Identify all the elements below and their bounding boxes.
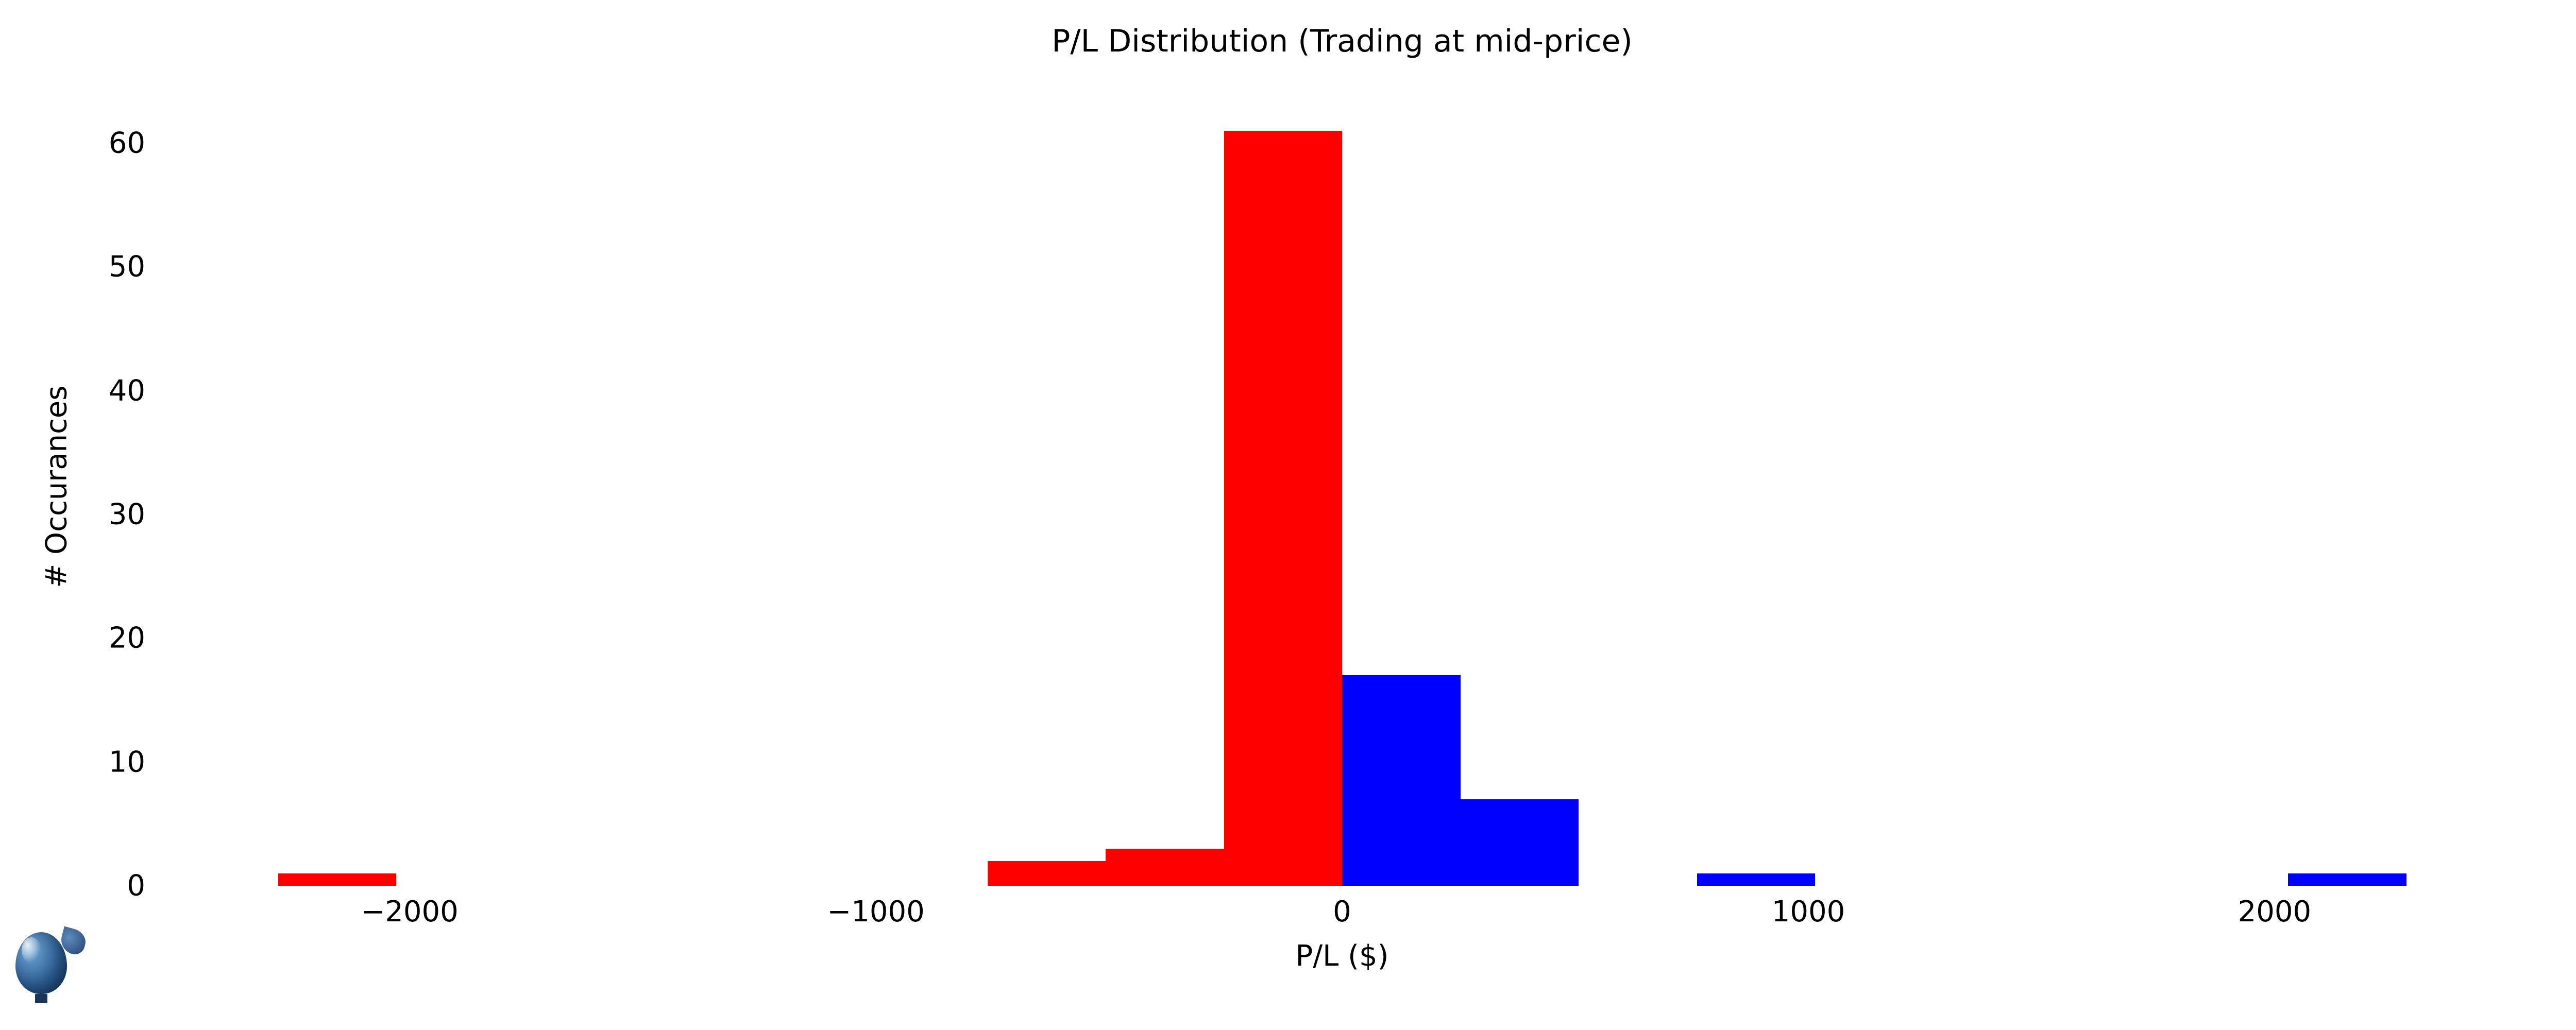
histogram-bar	[1224, 131, 1343, 886]
histogram-bar	[988, 861, 1106, 886]
histogram-bar	[1106, 849, 1224, 886]
y-tick-label: 0	[127, 869, 145, 903]
x-tick-label: −1000	[827, 895, 924, 929]
y-axis-label: # Occurances	[40, 385, 74, 588]
x-tick-label: 2000	[2238, 895, 2312, 929]
histogram-bar	[278, 873, 397, 886]
y-tick-label: 40	[109, 374, 145, 407]
y-tick-label: 10	[109, 745, 145, 779]
chart-title: P/L Distribution (Trading at mid-price)	[1052, 23, 1633, 59]
pl-distribution-histogram	[160, 88, 2524, 886]
balloon-highlight	[22, 937, 41, 963]
y-tick-label: 60	[109, 127, 145, 160]
x-tick-label: 1000	[1772, 895, 1845, 929]
y-tick-label: 50	[109, 250, 145, 284]
chart-stage: −2000 −1000 0 1000 2000 0 10 20 30 40 50 60 P/L Dist…	[0, 0, 2576, 1030]
balloon-body	[15, 932, 67, 994]
histogram-bar	[1697, 873, 1816, 886]
balloon-basket	[35, 994, 47, 1003]
y-tick-label: 20	[109, 622, 145, 655]
balloon-watermark	[10, 932, 82, 1020]
y-tick-label: 30	[109, 498, 145, 531]
histogram-bar	[2288, 873, 2406, 886]
histogram-bar	[1461, 799, 1579, 886]
x-tick-label: −2000	[361, 895, 458, 929]
histogram-bar	[1342, 675, 1461, 886]
x-tick-label: 0	[1333, 895, 1351, 929]
x-axis-label: P/L ($)	[1296, 939, 1389, 973]
